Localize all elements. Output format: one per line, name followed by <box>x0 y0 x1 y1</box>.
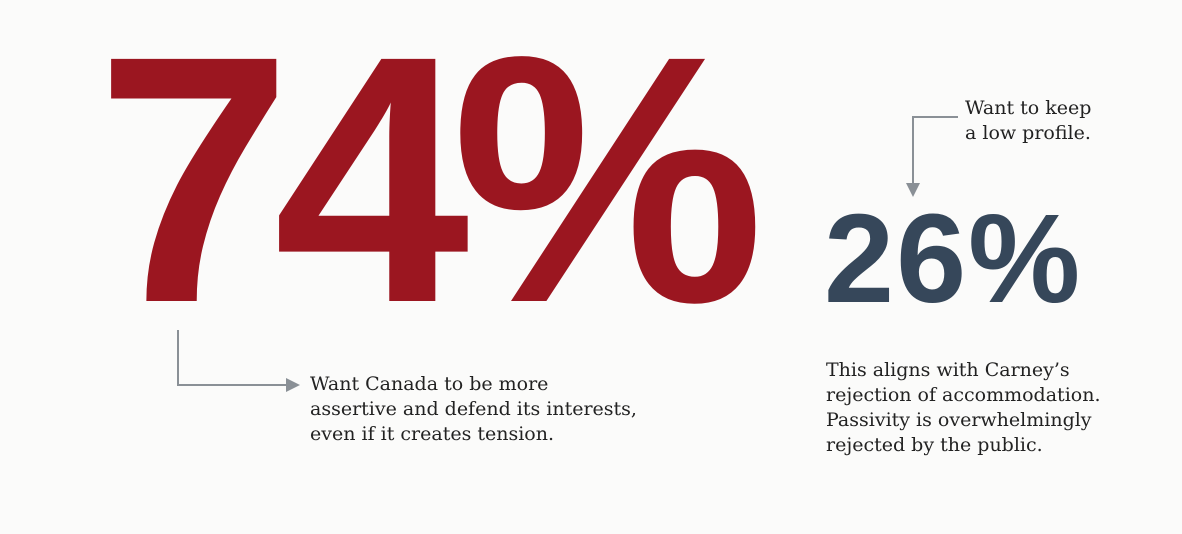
caption-line: assertive and defend its interests, <box>310 398 637 420</box>
minor-percentage: 26% <box>824 188 1083 329</box>
note-line: Passivity is overwhelmingly <box>826 409 1092 431</box>
main-caption: Want Canada to be more assertive and def… <box>310 372 637 447</box>
arrowhead-down-icon <box>906 183 920 197</box>
arrow-caption-to-minor <box>912 116 958 185</box>
caption-line: a low profile. <box>965 122 1091 144</box>
caption-line: even if it creates tension. <box>310 423 555 445</box>
note-line: rejection of accommodation. <box>826 384 1101 406</box>
analysis-note: This aligns with Carney’s rejection of a… <box>826 358 1100 458</box>
caption-line: Want Canada to be more <box>310 373 549 395</box>
caption-line: Want to keep <box>965 97 1092 119</box>
minor-caption: Want to keep a low profile. <box>965 96 1091 146</box>
note-line: This aligns with Carney’s <box>826 359 1070 381</box>
note-line: rejected by the public. <box>826 434 1043 456</box>
main-percentage: 74% <box>96 0 765 376</box>
arrowhead-right-icon <box>286 378 300 392</box>
arrow-main-to-caption <box>177 330 288 386</box>
